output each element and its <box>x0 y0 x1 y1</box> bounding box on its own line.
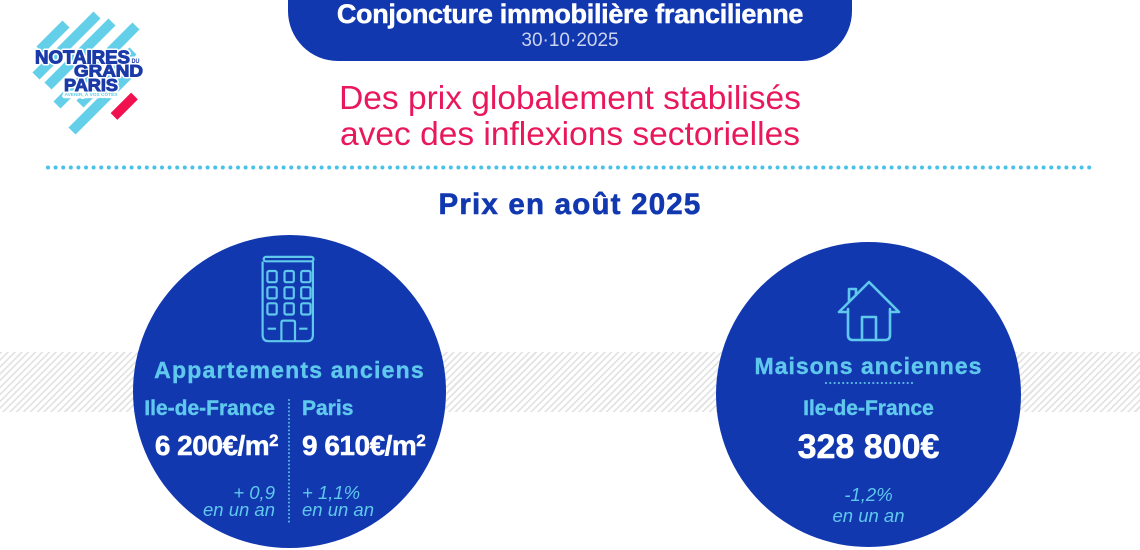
svg-text:GRAND: GRAND <box>74 62 143 81</box>
svg-text:DU: DU <box>132 58 140 65</box>
svg-text:AVENIR, À VOS CÔTÉS: AVENIR, À VOS CÔTÉS <box>65 92 118 97</box>
svg-text:NOTAIRES: NOTAIRES <box>35 48 130 68</box>
svg-text:DU: DU <box>132 58 140 65</box>
svg-text:AVENIR, À VOS CÔTÉS: AVENIR, À VOS CÔTÉS <box>65 92 118 97</box>
svg-text:NOTAIRES: NOTAIRES <box>35 48 130 68</box>
svg-text:PARIS: PARIS <box>64 75 118 95</box>
svg-text:PARIS: PARIS <box>64 75 118 95</box>
svg-text:GRAND: GRAND <box>74 62 143 81</box>
